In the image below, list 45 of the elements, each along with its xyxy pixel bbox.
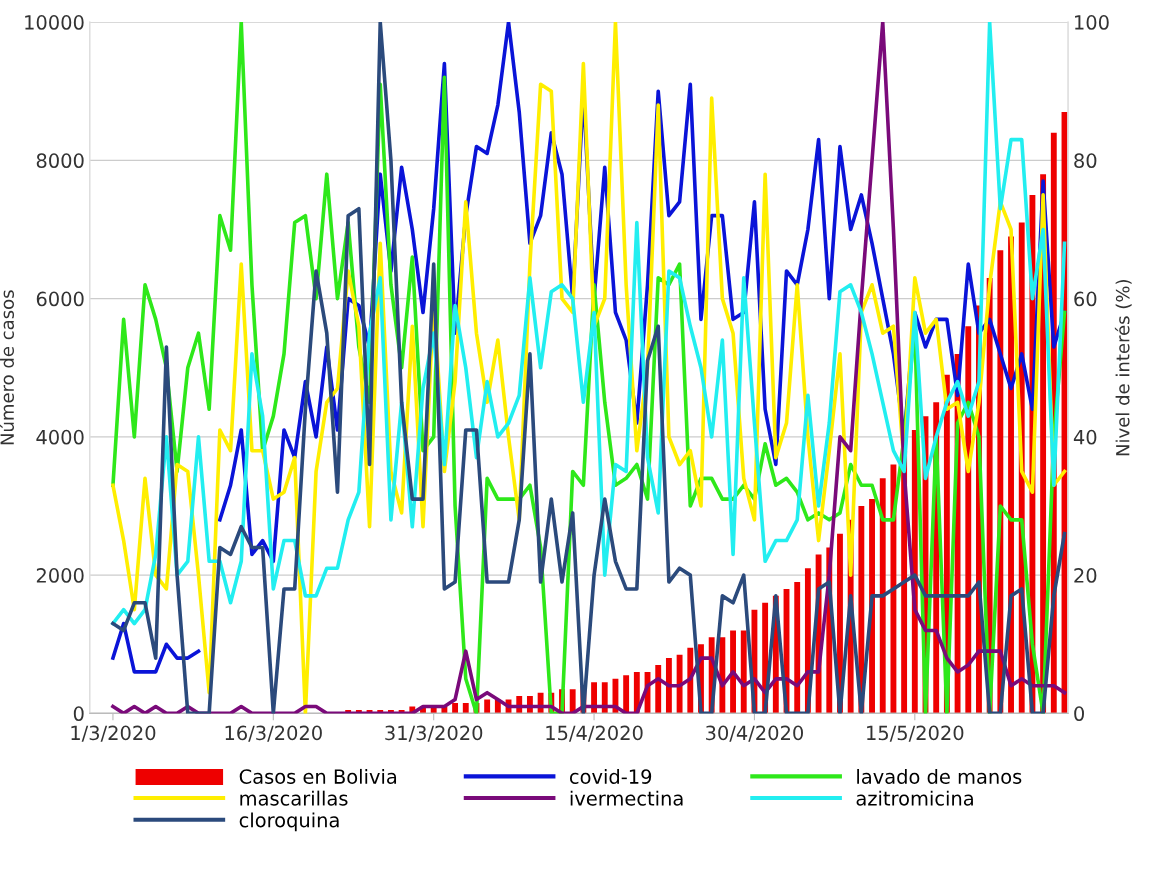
legend-label: cloroquina (239, 812, 339, 832)
bar (665, 658, 672, 714)
legend-label: lavado de manos (857, 768, 1022, 784)
bar (462, 703, 469, 714)
legend-label: covid-19 (569, 768, 652, 784)
legend-label: azitromicina (856, 790, 973, 806)
y-tick-label: 10000 (25, 15, 84, 30)
x-tick-label: 15/5/2020 (867, 725, 964, 742)
y2-tick-label: 100 (1075, 15, 1109, 30)
x-tick-label: 1/3/2020 (71, 725, 156, 742)
bar (965, 326, 972, 714)
x-tick-label: 30/4/2020 (706, 725, 803, 742)
legend-label: Casos en Bolivia (239, 768, 397, 784)
bar (869, 499, 875, 714)
bar (740, 630, 747, 714)
bar (484, 699, 491, 714)
bar (655, 665, 662, 714)
bar (601, 682, 608, 714)
y2-tick-label: 0 (1074, 706, 1084, 722)
x-tick-label: 15/4/2020 (546, 725, 643, 742)
y-tick-label: 8000 (36, 153, 84, 169)
bar (890, 464, 897, 714)
y2-tick-label: 20 (1074, 568, 1097, 583)
y2-tick-label: 40 (1073, 429, 1097, 445)
bar (452, 703, 459, 714)
bar (879, 478, 886, 714)
x-tick-label: 16/3/2020 (225, 725, 322, 742)
bar (794, 582, 801, 714)
bar (676, 654, 683, 714)
bar (569, 689, 576, 714)
y2-axis-title: Nivel de interés (%) (1114, 280, 1132, 456)
bar (730, 630, 736, 714)
legend-label: mascarillas (240, 790, 348, 806)
y2-tick-label: 80 (1074, 153, 1097, 169)
y-tick-label: 2000 (36, 568, 84, 583)
y-axis-title: Número de casos (0, 290, 15, 445)
x-tick-label: 31/3/2020 (385, 725, 483, 742)
y2-tick-label: 60 (1074, 291, 1097, 307)
bar (623, 675, 630, 714)
y-tick-label: 4000 (36, 429, 84, 445)
y-tick-label: 0 (73, 706, 84, 722)
legend-label: ivermectina (570, 790, 683, 806)
y-tick-label: 6000 (36, 291, 84, 307)
bar (687, 647, 694, 714)
bar (591, 682, 598, 714)
